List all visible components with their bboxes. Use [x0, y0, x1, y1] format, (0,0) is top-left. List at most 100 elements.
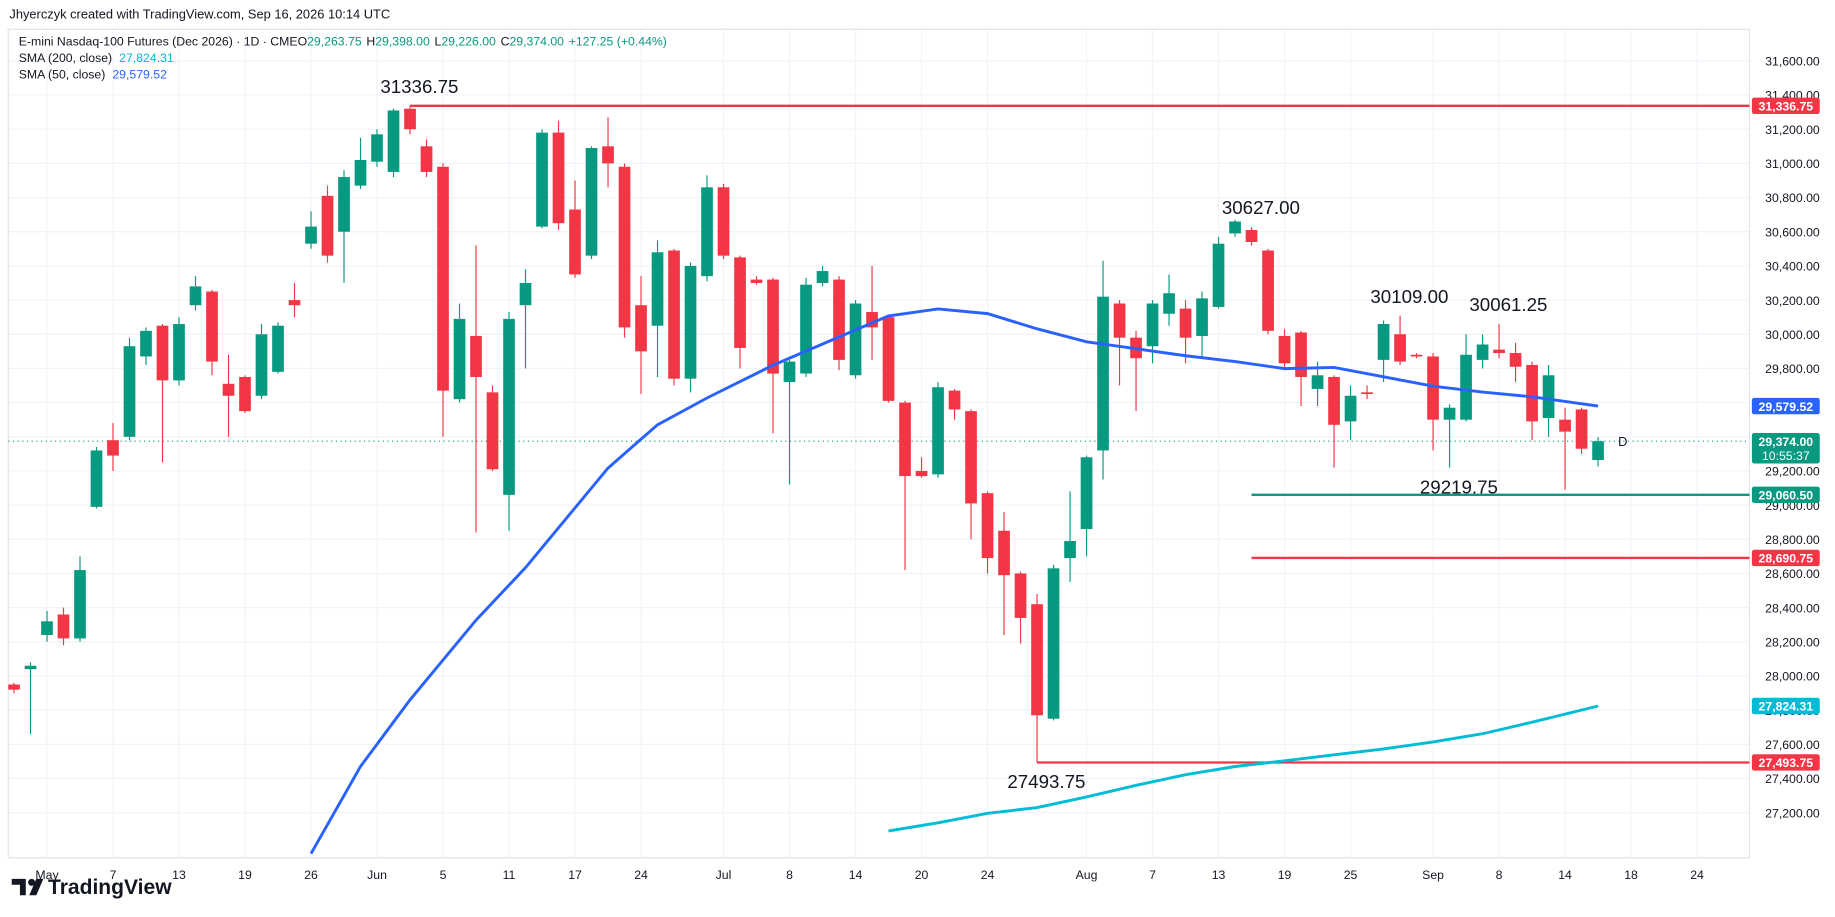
- sma-label: 27,824.31: [1759, 700, 1814, 714]
- x-tick-label: Jun: [367, 868, 387, 882]
- candle-body: [371, 134, 383, 162]
- price-annotation: 29219.75: [1420, 476, 1498, 497]
- candle-body: [1476, 344, 1489, 360]
- candle-body: [602, 146, 614, 164]
- y-tick-label: 29,800.00: [1765, 362, 1820, 376]
- ohlc-key: C: [501, 35, 510, 49]
- candle-body: [1493, 349, 1505, 354]
- candle-body: [90, 450, 103, 507]
- x-tick-label: 5: [440, 868, 447, 882]
- candle-body: [1559, 419, 1571, 432]
- y-tick-label: 28,600.00: [1765, 567, 1820, 581]
- candle-body: [1014, 573, 1027, 618]
- candle-body: [1575, 409, 1588, 449]
- candle-body: [1278, 335, 1291, 364]
- candle-body: [981, 493, 994, 559]
- candle-body: [222, 383, 235, 396]
- change: +127.25 (+0.44%): [569, 35, 667, 49]
- y-tick-label: 30,600.00: [1765, 225, 1820, 239]
- candle-body: [1394, 334, 1406, 362]
- candle-body: [1460, 354, 1472, 420]
- ohlc-value: 29,263.75: [307, 35, 362, 49]
- candle-body: [123, 346, 136, 437]
- x-tick-label: 7: [110, 868, 117, 882]
- ohlc-key: H: [366, 35, 375, 49]
- candle-body: [833, 279, 845, 360]
- candle-body: [1592, 441, 1604, 461]
- x-tick-label: 14: [849, 868, 863, 882]
- candle-body: [552, 132, 565, 224]
- sma-box: [1751, 397, 1820, 415]
- candle-body: [750, 279, 763, 283]
- ohlc-key: O: [298, 35, 308, 49]
- sma-line: [309, 307, 1599, 855]
- y-tick-label: 31,200.00: [1765, 123, 1820, 137]
- candle-body: [915, 470, 928, 477]
- candle-body: [1146, 303, 1159, 347]
- level-box: [1751, 97, 1820, 115]
- price-annotation: 30109.00: [1370, 286, 1448, 307]
- x-tick-label: 25: [1344, 868, 1358, 882]
- candle-body: [1113, 303, 1126, 338]
- candle-body: [618, 166, 631, 328]
- level-box: [1751, 486, 1820, 503]
- ohlc-key: L: [434, 35, 441, 49]
- y-tick-label: 27,400.00: [1765, 772, 1820, 786]
- candle-body: [1031, 604, 1043, 716]
- sma-box: [1751, 697, 1820, 715]
- plot-frame: [7, 28, 1751, 859]
- ohlc-value: 29,398.00: [375, 35, 430, 49]
- candle-body: [668, 250, 680, 379]
- y-tick-label: 28,400.00: [1765, 601, 1820, 615]
- candle-body: [1328, 376, 1340, 425]
- candle-body: [57, 614, 70, 639]
- candle-body: [305, 226, 317, 244]
- candle-body: [1443, 407, 1456, 420]
- x-tick-label: 19: [238, 868, 252, 882]
- y-tick-label: 30,400.00: [1765, 260, 1820, 274]
- y-tick-label: 31,000.00: [1765, 157, 1820, 171]
- candle-body: [1212, 243, 1225, 307]
- x-tick-label: Jul: [716, 868, 732, 882]
- candle-body: [800, 284, 812, 374]
- y-tick-label: 28,800.00: [1765, 533, 1820, 547]
- brand: TradingView: [48, 876, 172, 899]
- candle-body: [503, 318, 515, 495]
- x-tick-label: 18: [1624, 868, 1638, 882]
- credit: Jhyerczyk created with TradingView.com, …: [9, 7, 390, 22]
- x-tick-label: 13: [1212, 868, 1226, 882]
- candle-body: [519, 282, 532, 306]
- last-price-box: [1751, 433, 1820, 464]
- x-tick-label: 14: [1558, 868, 1572, 882]
- candle-body: [1262, 250, 1274, 331]
- candle-body: [1245, 230, 1258, 242]
- series-legend: SMA (200, close) 27,824.31: [19, 51, 174, 65]
- candle-body: [1361, 392, 1373, 395]
- candle-body: [569, 209, 581, 275]
- candle-body: [783, 361, 796, 383]
- price-annotation: 31336.75: [380, 76, 458, 97]
- candle-body: [387, 110, 400, 172]
- brand-icon: [11, 878, 44, 896]
- candle-body: [1344, 395, 1357, 422]
- candle-body: [1064, 541, 1076, 559]
- candle-body: [420, 146, 433, 172]
- series-name: SMA (200, close): [19, 51, 112, 65]
- symbol: E-mini Nasdaq-100 Futures (Dec 2026) · 1…: [19, 35, 298, 49]
- candle-body: [717, 187, 730, 256]
- candle-body: [998, 530, 1010, 576]
- x-tick-label: 24: [634, 868, 648, 882]
- candle-body: [1047, 568, 1060, 719]
- candle-body: [651, 252, 664, 326]
- candle-body: [536, 132, 548, 227]
- candle-body: [734, 257, 746, 348]
- y-tick-label: 30,800.00: [1765, 191, 1820, 205]
- candle-body: [882, 317, 895, 401]
- candle-body: [849, 303, 862, 376]
- brand-icon-dot: [28, 878, 36, 886]
- x-tick-label: 8: [1496, 868, 1503, 882]
- level-label: 27,493.75: [1759, 756, 1814, 770]
